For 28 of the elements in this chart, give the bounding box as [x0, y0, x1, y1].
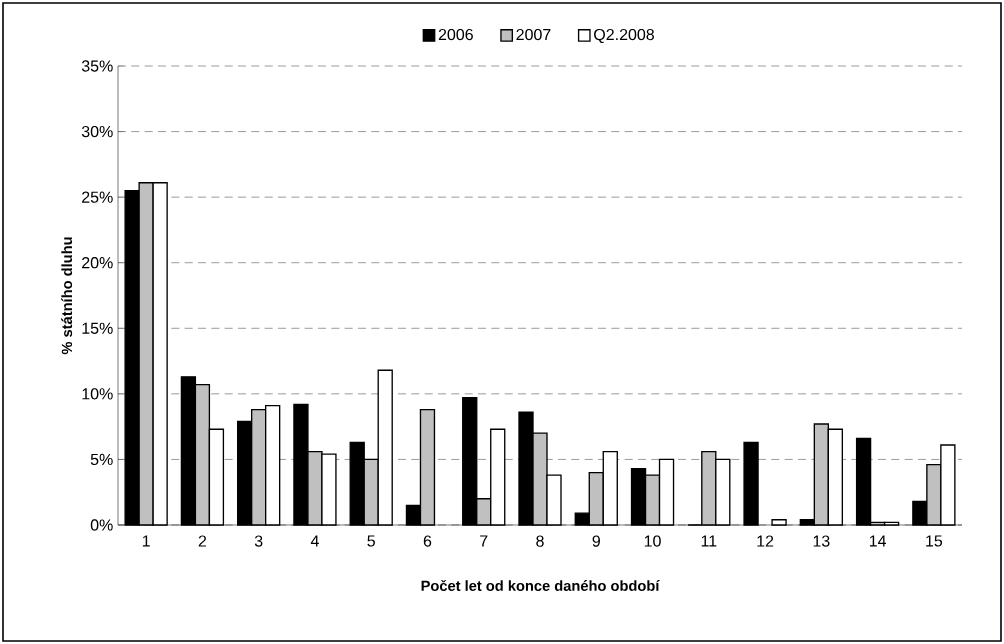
legend-label: 2007 — [516, 28, 551, 41]
x-axis-title: Počet let od konce daného období — [421, 579, 660, 591]
x-tick-label: 11 — [701, 535, 717, 547]
y-tick-label: 0% — [90, 519, 113, 531]
x-tick-label: 3 — [254, 535, 263, 547]
x-tick-label: 13 — [813, 535, 830, 547]
x-tick-label: 4 — [310, 535, 319, 547]
x-tick-label: 8 — [536, 535, 544, 547]
y-axis-title: % státního dluhu — [61, 237, 73, 355]
y-tick-label: 35% — [81, 60, 113, 72]
x-tick-label: 15 — [926, 535, 943, 547]
x-tick-label: 12 — [757, 535, 774, 547]
y-tick-label: 25% — [82, 191, 113, 203]
y-tick-label: 20% — [82, 257, 113, 269]
x-tick-label: 5 — [367, 535, 375, 547]
x-tick-label: 6 — [423, 535, 432, 547]
x-tick-label: 10 — [644, 535, 661, 547]
x-tick-label: 2 — [198, 535, 207, 547]
y-tick-label: 10% — [82, 388, 113, 400]
y-tick-label: 5% — [90, 453, 113, 466]
x-tick-label: 9 — [592, 535, 600, 547]
y-tick-label: 30% — [81, 125, 113, 138]
x-tick-label: 1 — [142, 535, 150, 547]
legend-label: 2006 — [438, 28, 473, 41]
x-tick-label: 7 — [480, 535, 488, 547]
legend-label: Q2.2008 — [594, 28, 654, 44]
y-tick-label: 15% — [82, 322, 113, 334]
x-tick-label: 14 — [869, 535, 887, 547]
